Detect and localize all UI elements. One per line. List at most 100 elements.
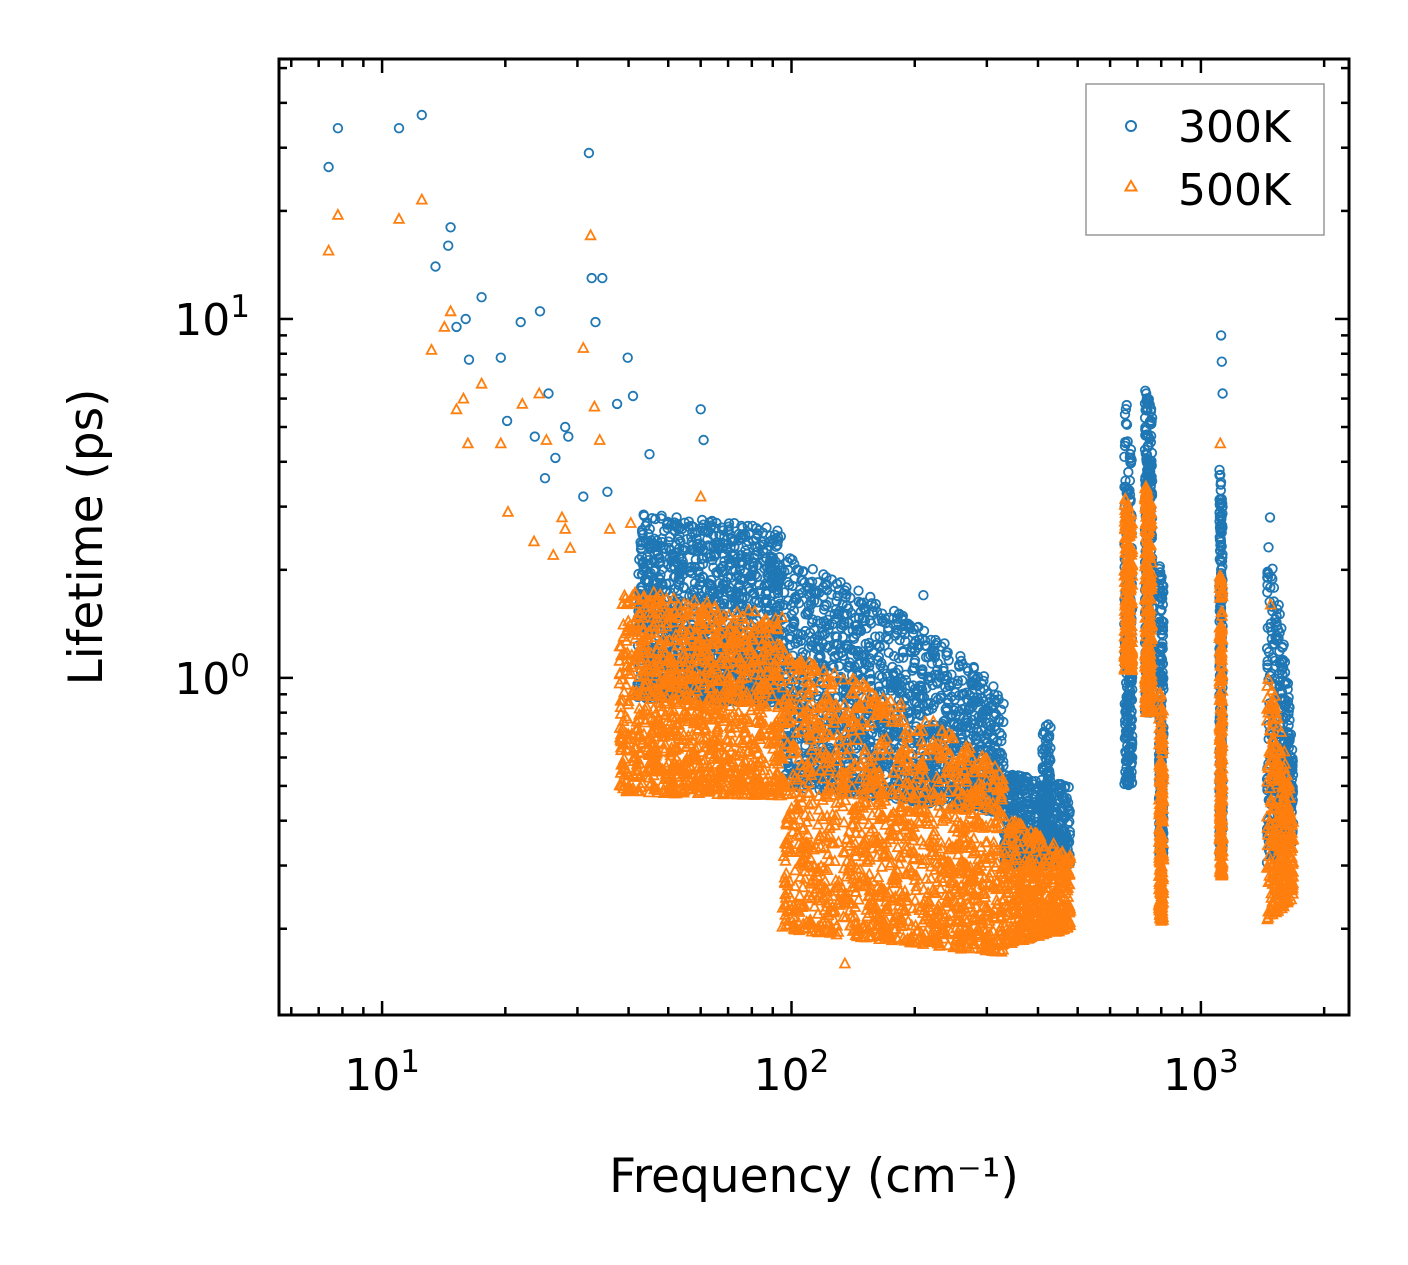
data-point-300k bbox=[754, 588, 766, 599]
data-point-300k bbox=[941, 670, 953, 682]
data-point-300k bbox=[1040, 779, 1052, 790]
data-point-300k bbox=[694, 561, 705, 572]
data-point-300k bbox=[980, 717, 992, 729]
data-point-300k bbox=[817, 638, 829, 649]
data-point-300k bbox=[900, 669, 911, 681]
data-point-300k bbox=[832, 590, 843, 602]
data-point-300k bbox=[779, 587, 790, 598]
data-point-300k bbox=[734, 565, 746, 576]
data-point-300k bbox=[686, 568, 698, 579]
data-point-300k bbox=[973, 696, 985, 707]
data-point-300k bbox=[838, 588, 849, 599]
data-point-300k bbox=[750, 541, 761, 552]
data-point-300k bbox=[919, 635, 931, 646]
data-point-300k bbox=[718, 542, 729, 553]
data-point-300k bbox=[688, 584, 699, 595]
data-point-300k bbox=[988, 681, 999, 692]
data-point-300k bbox=[909, 645, 921, 656]
data-point-300k bbox=[710, 549, 721, 560]
data-point-300k bbox=[838, 684, 849, 696]
data-point-300k bbox=[729, 518, 740, 529]
data-point-300k bbox=[874, 719, 885, 730]
data-point-300k bbox=[914, 709, 925, 720]
data-point-300k bbox=[804, 605, 815, 617]
data-point-300k bbox=[868, 601, 880, 613]
data-point-300k bbox=[787, 554, 798, 566]
data-point-300k bbox=[1123, 466, 1134, 478]
data-point-300k bbox=[853, 585, 864, 596]
data-point-300k bbox=[1121, 399, 1132, 411]
data-point-300k bbox=[971, 724, 982, 735]
data-point-300k bbox=[990, 696, 1001, 708]
data-point-300k bbox=[790, 638, 801, 649]
data-point-300k bbox=[839, 654, 850, 665]
data-point-300k bbox=[761, 544, 773, 555]
data-point-300k bbox=[930, 692, 942, 704]
data-point-300k bbox=[649, 557, 661, 568]
data-point-300k bbox=[1124, 452, 1136, 464]
data-point-300k bbox=[1119, 451, 1130, 463]
data-point-300k bbox=[821, 572, 832, 583]
data-point-300k bbox=[981, 703, 992, 715]
data-point-300k bbox=[660, 543, 672, 555]
data-point-300k bbox=[855, 650, 867, 661]
data-point-300k bbox=[635, 539, 647, 551]
data-point-300k bbox=[716, 583, 728, 594]
data-point-300k bbox=[946, 669, 957, 680]
data-point-300k bbox=[1044, 769, 1055, 781]
data-point-300k bbox=[669, 552, 680, 563]
data-point-300k bbox=[873, 681, 885, 692]
data-point-300k bbox=[821, 618, 833, 630]
data-point-300k bbox=[1015, 797, 1026, 809]
data-point-300k bbox=[1040, 720, 1052, 732]
data-point-300k bbox=[1041, 797, 1053, 809]
data-point-300k bbox=[919, 640, 931, 651]
data-point-300k bbox=[1009, 786, 1021, 798]
data-point-300k bbox=[1019, 777, 1030, 788]
data-point-300k bbox=[1040, 807, 1051, 818]
data-point-300k bbox=[936, 641, 947, 652]
data-point-300k bbox=[853, 740, 864, 751]
data-point-300k bbox=[993, 716, 1004, 728]
data-point-300k bbox=[834, 605, 845, 617]
data-point-300k bbox=[904, 623, 916, 634]
data-point-300k bbox=[836, 619, 847, 630]
data-point-300k bbox=[671, 512, 682, 523]
data-point-300k bbox=[829, 608, 840, 620]
data-point-300k bbox=[783, 579, 795, 591]
data-point-300k bbox=[952, 675, 964, 687]
data-point-300k bbox=[686, 531, 697, 543]
data-point-300k bbox=[877, 616, 889, 627]
data-point-300k bbox=[818, 569, 829, 580]
data-point-300k bbox=[885, 675, 897, 687]
data-point-300k bbox=[751, 572, 763, 583]
data-point-300k bbox=[684, 562, 695, 573]
data-point-300k bbox=[897, 645, 909, 657]
data-point-300k bbox=[664, 578, 675, 589]
data-point-300k bbox=[770, 541, 782, 552]
data-point-300k bbox=[788, 605, 800, 617]
data-point-300k bbox=[813, 652, 824, 663]
data-point-300k bbox=[877, 722, 889, 733]
data-point-300k bbox=[709, 551, 720, 562]
data-point-300k bbox=[903, 707, 915, 718]
data-point-300k bbox=[735, 549, 747, 561]
data-point-300k bbox=[766, 598, 777, 610]
data-point-300k bbox=[967, 671, 978, 682]
data-point-300k bbox=[680, 542, 691, 553]
data-point-300k bbox=[1058, 831, 1070, 843]
data-point-300k bbox=[704, 541, 716, 552]
data-point-300k bbox=[898, 652, 909, 663]
data-point-300k bbox=[1119, 409, 1131, 420]
data-point-300k bbox=[646, 541, 658, 553]
data-point-300k bbox=[821, 579, 833, 591]
data-point-300k bbox=[636, 551, 648, 562]
data-point-300k bbox=[925, 698, 936, 709]
data-point-300k bbox=[756, 536, 768, 548]
data-point-300k bbox=[982, 728, 994, 739]
data-point-300k bbox=[669, 517, 680, 528]
data-point-300k bbox=[650, 513, 661, 525]
data-point-300k bbox=[718, 594, 730, 606]
data-point-300k bbox=[659, 525, 670, 537]
